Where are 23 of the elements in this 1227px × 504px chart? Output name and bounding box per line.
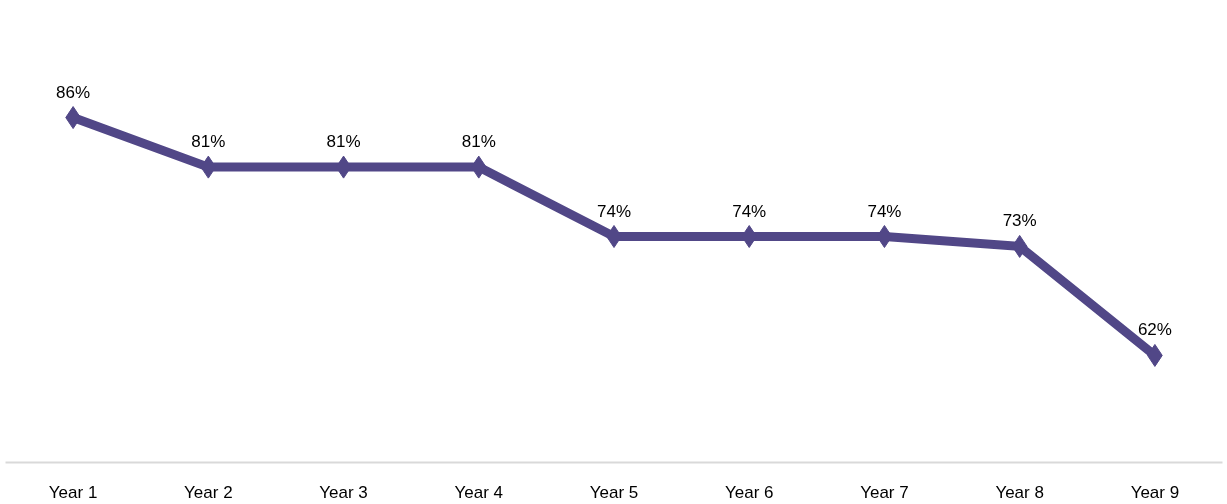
x-tick-label: Year 8: [995, 482, 1044, 502]
x-tick-label: Year 3: [319, 482, 368, 502]
data-label: 62%: [1137, 320, 1172, 340]
x-tick-label: Year 4: [454, 482, 504, 502]
data-label: 81%: [326, 132, 361, 152]
data-label: 74%: [596, 201, 632, 221]
data-label: 81%: [191, 132, 226, 152]
x-tick-label: Year 6: [724, 482, 774, 502]
point: [1011, 234, 1028, 258]
x-tick-label: Year 7: [860, 482, 909, 502]
data-label: 81%: [461, 132, 496, 152]
x-tick-label: Year 9: [1130, 482, 1180, 502]
point: [335, 155, 352, 179]
x-tick-label: Year 5: [589, 482, 639, 502]
data-label: 73%: [1002, 211, 1037, 231]
point: [200, 155, 217, 179]
x-tick-label: Year 2: [184, 482, 233, 502]
data-label: 86%: [56, 82, 91, 102]
point: [876, 225, 893, 248]
data-label: 74%: [867, 201, 902, 221]
x-tick-label: Year 1: [48, 482, 98, 502]
data-label: 74%: [732, 201, 767, 221]
point: [470, 155, 487, 179]
